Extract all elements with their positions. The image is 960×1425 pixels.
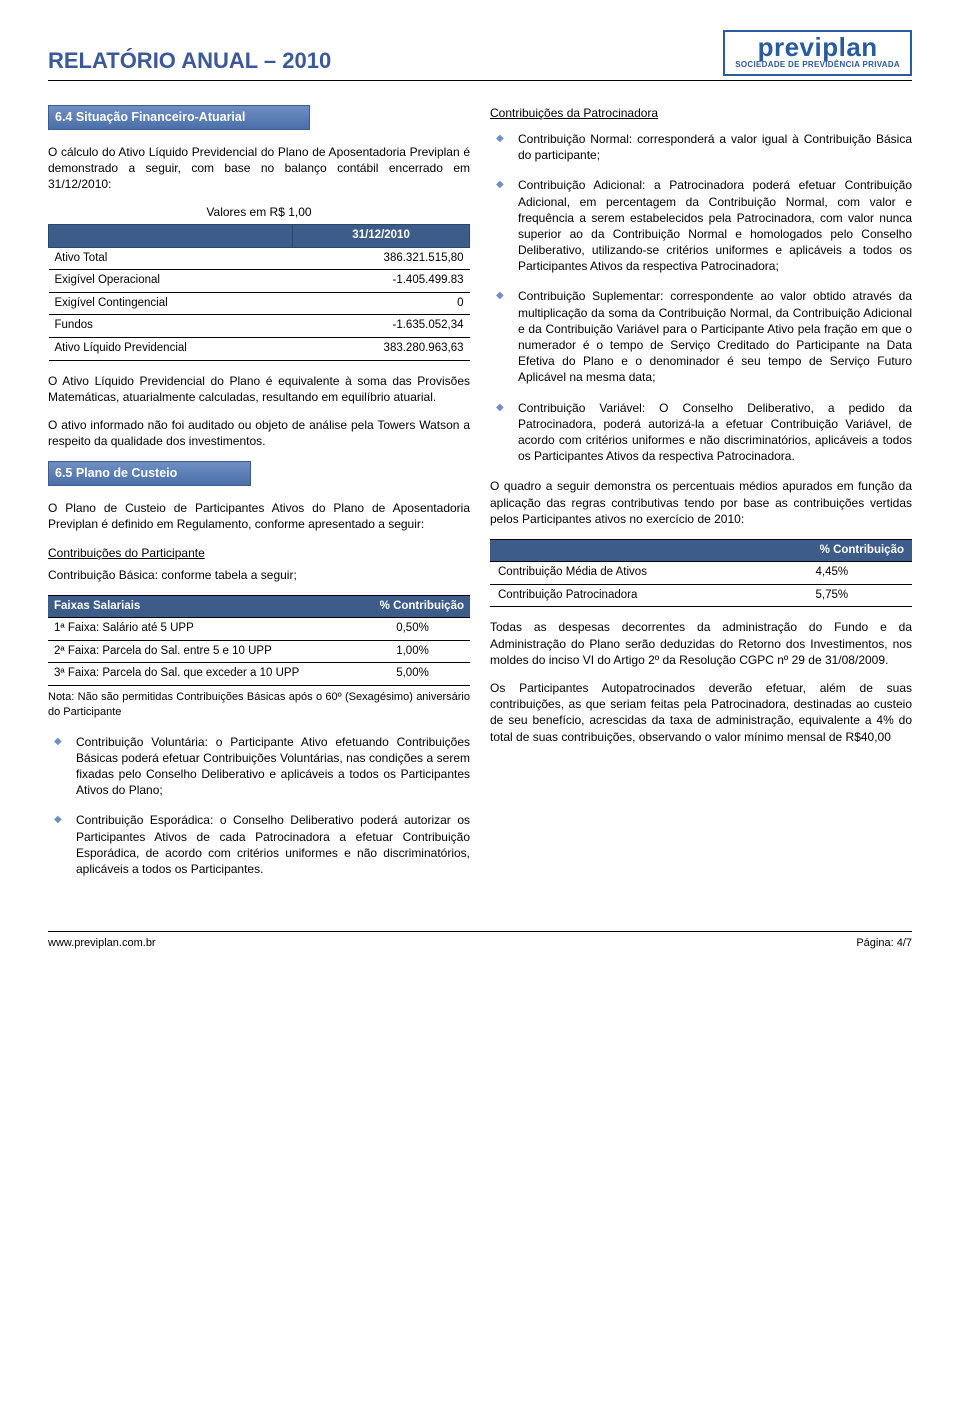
list-item: Contribuição Adicional: a Patrocinadora … (514, 177, 912, 274)
faixas-note: Nota: Não são permitidas Contribuições B… (48, 690, 470, 720)
section-heading-64: 6.4 Situação Financeiro-Atuarial (48, 105, 310, 130)
despesas-paragraph-2: Os Participantes Autopatrocinados deverã… (490, 680, 912, 745)
content-columns: 6.4 Situação Financeiro-Atuarial O cálcu… (48, 105, 912, 891)
table-cell-value: 383.280.963,63 (293, 338, 470, 361)
pct-header-blank (490, 539, 752, 562)
table-cell-value: 4,45% (752, 562, 912, 585)
table-cell-label: Contribuição Média de Ativos (490, 562, 752, 585)
patrocinadora-bullets: Contribuição Normal: corresponderá a val… (490, 131, 912, 464)
table-cell-label: Ativo Total (49, 247, 293, 270)
logo-subtext: SOCIEDADE DE PREVIDÊNCIA PRIVADA (735, 60, 900, 71)
faixas-header-left: Faixas Salariais (48, 595, 355, 618)
faixas-header-right: % Contribuição (355, 595, 470, 618)
table-cell-value: 0 (293, 292, 470, 315)
page-footer: www.previplan.com.br Página: 4/7 (48, 931, 912, 951)
table-cell-value: 5,75% (752, 584, 912, 607)
table-cell-value: 0,50% (355, 618, 470, 641)
despesas-paragraph-1: Todas as despesas decorrentes da adminis… (490, 619, 912, 668)
list-item: Contribuição Voluntária: o Participante … (72, 734, 470, 799)
list-item: Contribuição Suplementar: correspondente… (514, 288, 912, 385)
participante-bullets: Contribuição Voluntária: o Participante … (48, 734, 470, 878)
table-row: Exigível Operacional -1.405.499.83 (49, 270, 470, 293)
table1-caption: Valores em R$ 1,00 (48, 204, 470, 220)
table1-header-blank (49, 225, 293, 248)
table-row: Contribuição Média de Ativos 4,45% (490, 562, 912, 585)
table1-header-date: 31/12/2010 (293, 225, 470, 248)
table-cell-label: Exigível Contingencial (49, 292, 293, 315)
document-page: RELATÓRIO ANUAL – 2010 previplan SOCIEDA… (0, 0, 960, 971)
contrib-patrocinadora-title: Contribuições da Patrocinadora (490, 105, 912, 121)
table-cell-value: 1,00% (355, 640, 470, 663)
paragraph-auditoria: O ativo informado não foi auditado ou ob… (48, 417, 470, 449)
table-cell-label: Fundos (49, 315, 293, 338)
page-header: RELATÓRIO ANUAL – 2010 previplan SOCIEDA… (48, 30, 912, 81)
table-cell-label: Contribuição Patrocinadora (490, 584, 752, 607)
ativo-liquido-table: 31/12/2010 Ativo Total 386.321.515,80 Ex… (48, 224, 470, 360)
contrib-participante-title: Contribuições do Participante (48, 545, 470, 561)
table-cell-value: -1.405.499.83 (293, 270, 470, 293)
contrib-basica-text: Contribuição Básica: conforme tabela a s… (48, 567, 470, 583)
section-64-intro: O cálculo do Ativo Líquido Previdencial … (48, 144, 470, 193)
list-item: Contribuição Variável: O Conselho Delibe… (514, 400, 912, 465)
section-heading-65: 6.5 Plano de Custeio (48, 461, 251, 486)
table-cell-label: 1ª Faixa: Salário até 5 UPP (48, 618, 355, 641)
table-row: 1ª Faixa: Salário até 5 UPP 0,50% (48, 618, 470, 641)
pct-header-label: % Contribuição (752, 539, 912, 562)
table-row: Fundos -1.635.052,34 (49, 315, 470, 338)
table-cell-label: 2ª Faixa: Parcela do Sal. entre 5 e 10 U… (48, 640, 355, 663)
table-row: 2ª Faixa: Parcela do Sal. entre 5 e 10 U… (48, 640, 470, 663)
logo-text: previplan (735, 34, 900, 60)
percentuais-table: % Contribuição Contribuição Média de Ati… (490, 539, 912, 608)
paragraph-equilibrio: O Ativo Líquido Previdencial do Plano é … (48, 373, 470, 405)
table-cell-value: 5,00% (355, 663, 470, 686)
footer-page-number: Página: 4/7 (856, 936, 912, 951)
footer-url: www.previplan.com.br (48, 936, 156, 951)
report-title: RELATÓRIO ANUAL – 2010 (48, 46, 331, 76)
table-row: Exigível Contingencial 0 (49, 292, 470, 315)
table-cell-label: Exigível Operacional (49, 270, 293, 293)
list-item: Contribuição Normal: corresponderá a val… (514, 131, 912, 163)
list-item: Contribuição Esporádica: o Conselho Deli… (72, 812, 470, 877)
table-row: Ativo Total 386.321.515,80 (49, 247, 470, 270)
company-logo: previplan SOCIEDADE DE PREVIDÊNCIA PRIVA… (723, 30, 912, 76)
table-cell-label: 3ª Faixa: Parcela do Sal. que exceder a … (48, 663, 355, 686)
left-column: 6.4 Situação Financeiro-Atuarial O cálcu… (48, 105, 470, 891)
faixas-salariais-table: Faixas Salariais % Contribuição 1ª Faixa… (48, 595, 470, 686)
table-row: Ativo Líquido Previdencial 383.280.963,6… (49, 338, 470, 361)
table-row: 3ª Faixa: Parcela do Sal. que exceder a … (48, 663, 470, 686)
table-cell-value: 386.321.515,80 (293, 247, 470, 270)
right-column: Contribuições da Patrocinadora Contribui… (490, 105, 912, 891)
quadro-intro-text: O quadro a seguir demonstra os percentua… (490, 478, 912, 527)
section-heading-label: 6.4 Situação Financeiro-Atuarial (55, 110, 245, 124)
section-65-intro: O Plano de Custeio de Participantes Ativ… (48, 500, 470, 532)
table-cell-label: Ativo Líquido Previdencial (49, 338, 293, 361)
section-heading-label: 6.5 Plano de Custeio (55, 466, 177, 480)
table-cell-value: -1.635.052,34 (293, 315, 470, 338)
table-row: Contribuição Patrocinadora 5,75% (490, 584, 912, 607)
